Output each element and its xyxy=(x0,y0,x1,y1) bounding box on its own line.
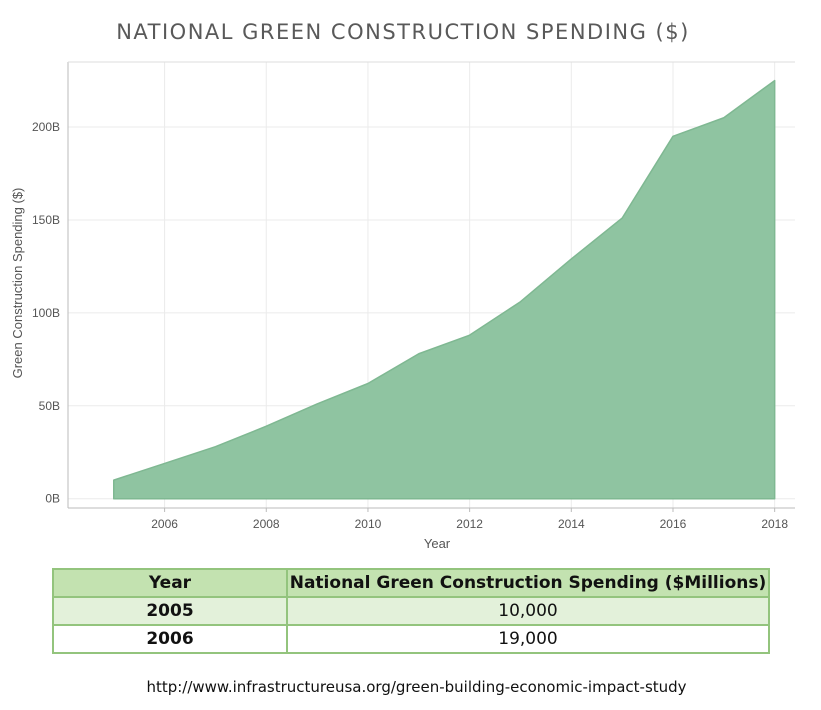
x-tick-label: 2008 xyxy=(253,517,280,531)
y-axis-title: Green Construction Spending ($) xyxy=(10,188,25,379)
chart-title: NATIONAL GREEN CONSTRUCTION SPENDING ($) xyxy=(116,20,690,44)
table-cell-year: 2005 xyxy=(52,596,288,626)
source-link[interactable]: http://www.infrastructureusa.org/green-b… xyxy=(146,678,687,696)
table-row: 2006 19,000 xyxy=(52,624,770,654)
x-tick-label: 2010 xyxy=(355,517,382,531)
x-tick-label: 2014 xyxy=(558,517,585,531)
x-axis-title: Year xyxy=(424,536,451,551)
table-cell-value: 19,000 xyxy=(286,624,770,654)
y-tick-label: 50B xyxy=(39,399,60,413)
y-axis-ticks: 0B 50B 100B 150B 200B xyxy=(32,120,60,506)
y-tick-label: 150B xyxy=(32,213,60,227)
y-tick-label: 100B xyxy=(32,306,60,320)
x-tick-label: 2012 xyxy=(456,517,483,531)
table-cell-value: 10,000 xyxy=(286,596,770,626)
data-table: Year National Green Construction Spendin… xyxy=(52,568,770,654)
table-row: 2005 10,000 xyxy=(52,596,770,626)
table-header-row: Year National Green Construction Spendin… xyxy=(52,568,770,598)
table-header-spending: National Green Construction Spending ($M… xyxy=(286,568,770,598)
x-tick-label: 2016 xyxy=(660,517,687,531)
area-series xyxy=(113,79,776,500)
y-tick-label: 0B xyxy=(45,492,60,506)
table-header-year: Year xyxy=(52,568,288,598)
y-tick-label: 200B xyxy=(32,120,60,134)
table-cell-year: 2006 xyxy=(52,624,288,654)
x-tick-label: 2018 xyxy=(761,517,788,531)
x-axis-ticks: 2006 2008 2010 2012 2014 2016 2018 xyxy=(151,508,788,531)
x-tick-label: 2006 xyxy=(151,517,178,531)
